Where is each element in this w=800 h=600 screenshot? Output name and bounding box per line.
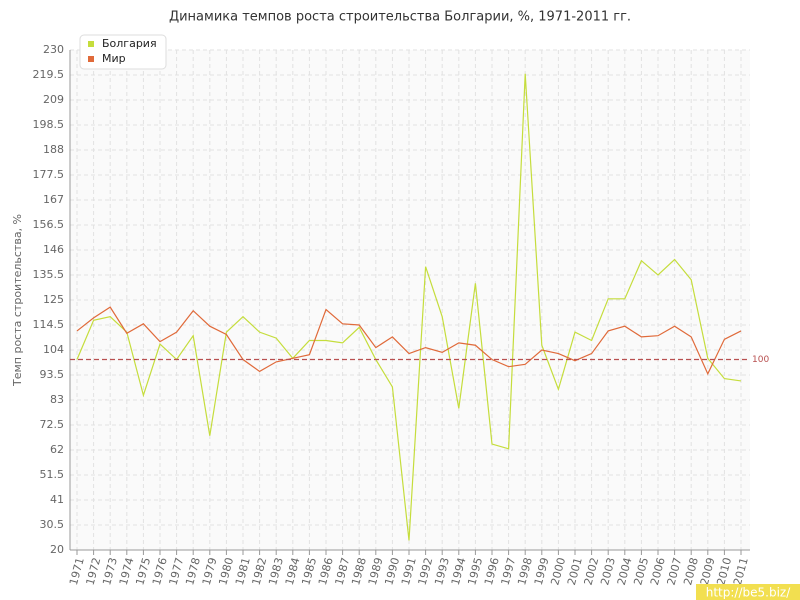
y-tick-label: 20 <box>50 543 64 556</box>
y-tick-label: 188 <box>43 143 64 156</box>
y-tick-label: 104 <box>43 343 64 356</box>
y-tick-label: 51.5 <box>40 468 65 481</box>
y-tick-label: 135.5 <box>33 268 65 281</box>
x-tick-label: 2011 <box>731 556 751 586</box>
y-tick-label: 156.5 <box>33 218 65 231</box>
legend-swatch <box>88 41 94 47</box>
y-axis-title: Темп роста строительства, % <box>11 214 24 387</box>
series-line <box>76 73 742 541</box>
watermark-box <box>696 584 800 600</box>
watermark: http://be5.biz/ <box>706 586 791 600</box>
y-tick-label: 230 <box>43 43 64 56</box>
y-tick-label: 30.5 <box>40 518 65 531</box>
legend-box <box>79 34 167 70</box>
reference-label: 100 <box>752 355 769 365</box>
y-tick-label: 219.5 <box>33 68 65 81</box>
y-tick-label: 41 <box>50 493 64 506</box>
y-tick-label: 83 <box>50 393 64 406</box>
y-tick-label: 93.5 <box>40 368 65 381</box>
y-tick-label: 167 <box>43 193 64 206</box>
legend-swatch <box>88 56 94 62</box>
y-tick-label: 72.5 <box>40 418 65 431</box>
y-tick-label: 177.5 <box>33 168 65 181</box>
y-tick-label: 62 <box>50 443 64 456</box>
y-tick-label: 198.5 <box>33 118 65 131</box>
legend-label: Мир <box>102 52 126 65</box>
y-tick-label: 146 <box>43 243 64 256</box>
series-line <box>76 306 742 376</box>
chart-title: Динамика темпов роста строительства Болг… <box>169 10 631 25</box>
y-tick-label: 209 <box>43 93 64 106</box>
y-tick-label: 125 <box>43 293 64 306</box>
legend-label: Болгария <box>102 37 157 50</box>
y-tick-label: 114.5 <box>33 318 65 331</box>
